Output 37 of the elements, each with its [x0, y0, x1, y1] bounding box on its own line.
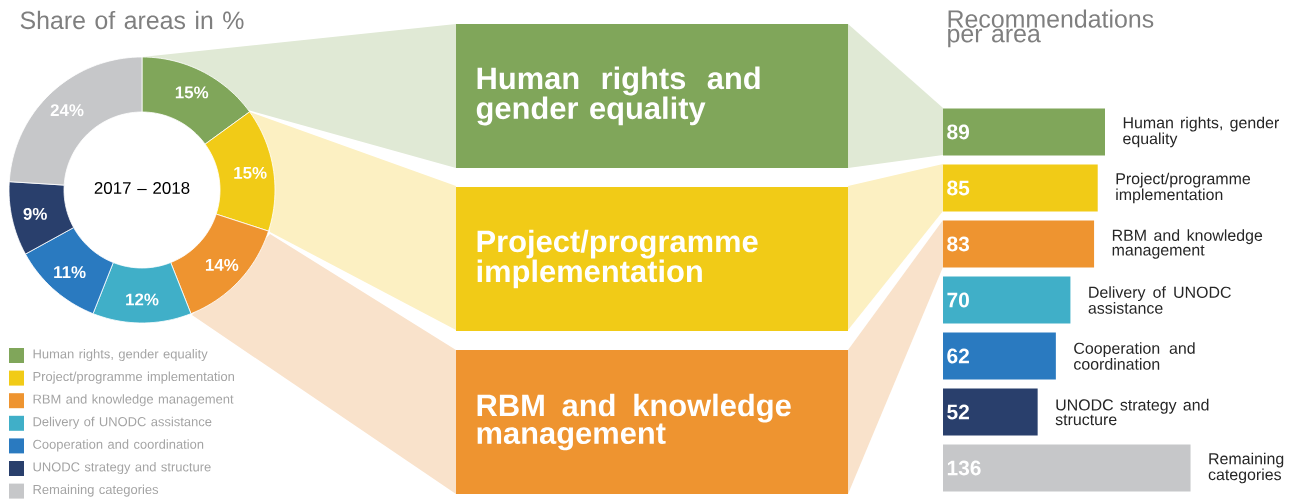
text: RBM and knowledge management — [477, 393, 791, 451]
chart-title: Recommendations per area — [948, 9, 1154, 48]
y-tick-label: Human rights, gender equality — [1123, 116, 1279, 148]
data-label: 89 — [947, 124, 970, 140]
legend-label: Delivery of UNODC assistance — [33, 416, 212, 429]
data-label: 85 — [947, 180, 970, 196]
data-label: 12% — [126, 293, 159, 306]
y-tick-label: Project/programme implementation — [1116, 172, 1251, 204]
y-tick-label: RBM and knowledge management — [1112, 229, 1263, 259]
bar — [943, 332, 1056, 380]
legend-label: Project/programme implementation — [33, 371, 234, 384]
legend-label: UNODC strategy and structure — [33, 461, 211, 475]
data-label: 62 — [947, 348, 969, 364]
data-label: 11% — [54, 266, 86, 279]
bar — [943, 276, 1071, 324]
data-label: 15% — [175, 86, 209, 99]
data-label: 15% — [234, 166, 267, 179]
legend-label: Remaining categories — [33, 484, 159, 497]
chart-title: Share of areas in % — [20, 10, 244, 30]
bar — [943, 220, 1095, 268]
bar — [943, 444, 1191, 492]
legend-label: Cooperation and coordination — [33, 439, 204, 452]
y-tick-label: Cooperation and coordination — [1074, 342, 1195, 370]
bar — [943, 388, 1038, 436]
data-label: 9% — [23, 207, 47, 220]
legend-label: Human rights, gender equality — [33, 348, 208, 362]
data-label: 14% — [205, 259, 239, 271]
data-label: 136 — [947, 460, 981, 476]
text: Human rights and gender equality — [476, 66, 760, 126]
text: Project/programme implementation — [477, 229, 758, 289]
data-label: 52 — [947, 404, 969, 420]
data-label: 24% — [50, 104, 84, 117]
text: 2017 – 2018 — [94, 182, 190, 194]
legend-label: RBM and knowledge management — [33, 394, 234, 407]
data-label: 70 — [947, 292, 969, 308]
bar — [943, 164, 1098, 212]
data-label: 83 — [947, 236, 970, 252]
